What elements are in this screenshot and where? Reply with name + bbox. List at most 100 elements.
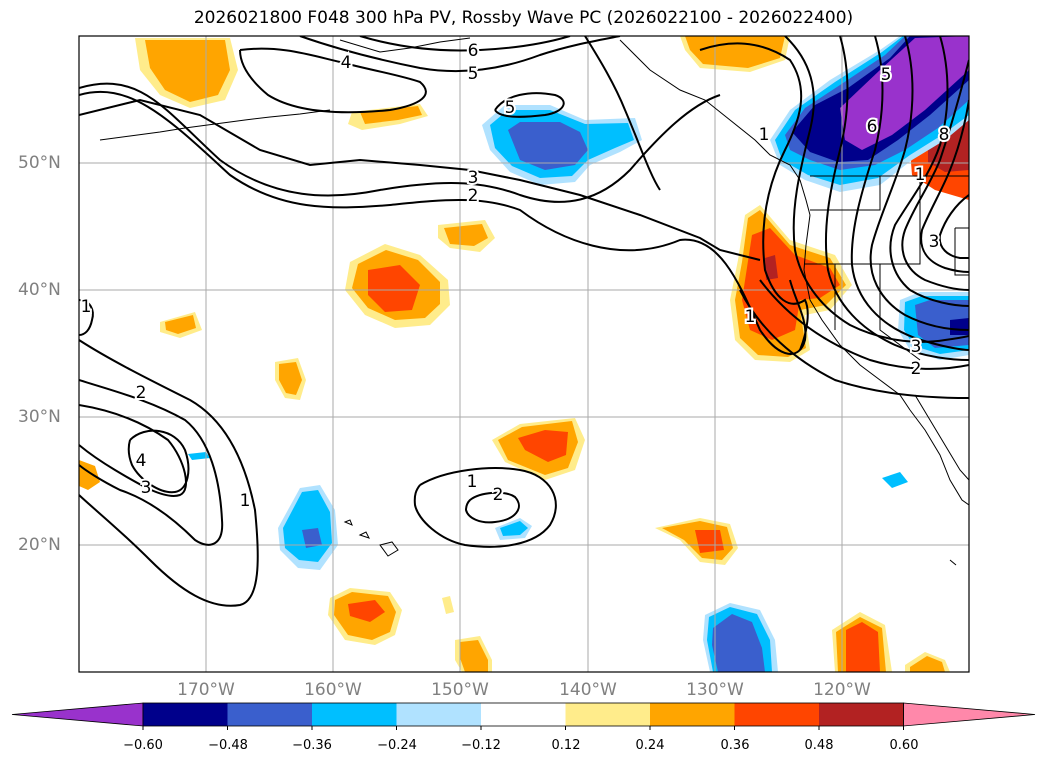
colorbar-segment [396,703,482,726]
baja-gulf [914,394,969,481]
contour-label: 1 [467,472,478,492]
anomaly-blob-20n-core [695,530,724,553]
colorbar-tick: −0.12 [461,738,501,753]
contour-sw-4 [127,429,190,494]
lat-label: 20°N [18,535,61,555]
colorbar [11,702,1036,730]
colorbar-tick: 0.12 [551,738,581,753]
colorbar-tick: 0.36 [720,738,750,753]
anomaly-blob-bottom-120w-core [846,622,880,672]
contour-28n-2 [464,491,520,524]
contour-label: 1 [81,297,92,317]
lat-label: 30°N [18,407,61,427]
contour-5 [299,36,621,73]
contour-label: 1 [745,307,756,327]
colorbar-segment [143,703,228,726]
anomaly-blob-15n-core [348,600,385,622]
contour-label: 4 [136,451,147,471]
contour-east-5 [869,36,969,331]
anomaly-blob-163w-core [279,362,302,395]
lon-label: 160°W [304,680,362,700]
contour-28n-1 [413,467,557,548]
contour-2-north [79,90,807,355]
anomaly-blob-40n-core [368,265,420,312]
neg-blob-small-west [188,452,210,460]
contour-east-8 [920,99,969,273]
contour-east-sw-2 [759,279,969,370]
anomaly-blob-west-edge [79,460,100,490]
us-west-coast [803,214,911,411]
map-content: 6 5 4 5 3 2 1 5 6 8 1 3 1 3 2 2 4 3 1 1 … [79,36,969,672]
neg-blob-21n-2 [500,521,528,536]
contour-label: 5 [881,65,892,85]
contour-labels: 6 5 4 5 3 2 1 5 6 8 1 3 1 3 2 2 4 3 1 1 … [79,39,951,513]
colorbar-extend-left [11,702,144,727]
contour-label: 2 [911,359,922,379]
se-alaska-coast [619,39,801,181]
contour-label: 5 [468,64,479,84]
map-frame [78,35,970,673]
colorbar-segment [481,703,566,726]
contour-label: 8 [939,125,950,145]
contour-alaska [584,36,661,191]
bc-coast [799,179,811,216]
contour-east-2 [784,36,969,343]
colorbar-extend-right [903,702,1036,727]
contour-east-7 [901,59,969,291]
colorbar-segment [650,703,735,726]
neg-blob-east-4 [950,318,969,335]
contour-label: 3 [911,337,922,357]
lat-label: 50°N [18,153,61,173]
contour-label: 3 [468,168,479,188]
lon-label: 120°W [813,680,871,700]
contour-label: 4 [341,53,352,73]
contour-east-3 [824,36,969,361]
contour-1-north [79,98,761,261]
contour-label: 2 [468,186,479,206]
state-border-1 [810,176,881,211]
anomaly-blob-168w-core [165,315,196,334]
colorbar-segment [734,703,820,726]
contour-label: 2 [136,383,147,403]
contour-label: 6 [468,41,479,61]
anomaly-blob-125w-darkcore [765,255,778,280]
contour-gulf-5 [494,92,565,118]
colorbar-segment [819,703,904,726]
neg-blob-gulf-3 [508,122,588,170]
contour-label: 1 [915,165,926,185]
lat-label: 40°N [18,280,61,300]
anomaly-blob-bottom-se-core [910,656,945,672]
contour-east-4 [850,36,969,351]
contour-sw-3 [79,404,187,497]
anomaly-blob-bottom-150w-core [460,640,488,672]
colorbar-tick: −0.60 [123,738,163,753]
lon-label: 130°W [686,680,744,700]
alaska-coast [339,37,471,53]
lon-label: 170°W [177,680,235,700]
contour-label: 5 [505,98,516,118]
plot-title: 2026021800 F048 300 hPa PV, Rossby Wave … [193,8,854,28]
neg-blob-13n-3 [712,614,765,672]
pv-contours [79,36,969,607]
contour-label: 2 [493,485,504,505]
contour-6 [359,36,571,52]
contour-label: 3 [141,478,152,498]
state-border-2 [805,176,921,265]
contour-east-sw-1 [739,289,969,399]
contour-label: 1 [759,125,770,145]
contour-3-north [79,82,721,203]
negative-anomalies [188,36,969,672]
contour-label: 3 [929,232,940,252]
lon-label: 150°W [431,680,489,700]
contour-sw-1 [79,339,259,607]
mexico-coast [949,559,957,566]
anomaly-blob-28n-core [518,430,568,462]
colorbar-tick: 0.60 [889,738,919,753]
colorbar-segment [565,703,651,726]
neg-blob-hawaii-3 [302,528,322,548]
contour-label: 6 [867,117,878,137]
colorbar-segment [312,703,397,726]
anomaly-blob-top-core [685,36,785,68]
state-border-5 [954,227,969,276]
